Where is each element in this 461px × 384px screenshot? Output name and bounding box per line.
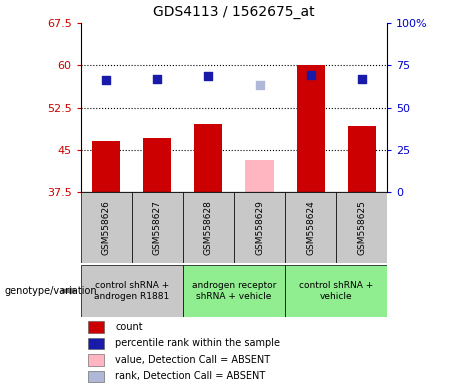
Point — [205, 73, 212, 79]
Bar — [195, 124, 223, 192]
Text: control shRNA +
androgen R1881: control shRNA + androgen R1881 — [94, 281, 169, 301]
Text: GSM558627: GSM558627 — [153, 200, 162, 255]
Point — [256, 82, 263, 88]
Text: control shRNA +
vehicle: control shRNA + vehicle — [299, 281, 373, 301]
Point — [154, 76, 161, 82]
Bar — [336, 192, 387, 263]
Bar — [234, 192, 285, 263]
Text: value, Detection Call = ABSENT: value, Detection Call = ABSENT — [115, 355, 270, 365]
Point — [358, 76, 366, 83]
Bar — [183, 265, 285, 317]
Bar — [88, 354, 104, 366]
Bar — [245, 160, 273, 192]
Bar — [88, 371, 104, 382]
Bar — [88, 338, 104, 349]
Bar — [348, 126, 376, 192]
Text: GSM558626: GSM558626 — [102, 200, 111, 255]
Bar — [285, 192, 336, 263]
Point — [307, 72, 314, 78]
Text: count: count — [115, 322, 143, 332]
Text: GSM558628: GSM558628 — [204, 200, 213, 255]
Bar — [296, 65, 325, 192]
Text: percentile rank within the sample: percentile rank within the sample — [115, 338, 280, 348]
Text: GSM558625: GSM558625 — [357, 200, 366, 255]
Text: androgen receptor
shRNA + vehicle: androgen receptor shRNA + vehicle — [192, 281, 276, 301]
Bar — [143, 139, 171, 192]
Bar — [81, 192, 132, 263]
Bar — [132, 192, 183, 263]
Bar — [81, 265, 183, 317]
Text: GSM558629: GSM558629 — [255, 200, 264, 255]
Title: GDS4113 / 1562675_at: GDS4113 / 1562675_at — [153, 5, 315, 19]
Text: genotype/variation: genotype/variation — [5, 286, 97, 296]
Bar — [92, 141, 120, 192]
Point — [102, 78, 110, 84]
Text: rank, Detection Call = ABSENT: rank, Detection Call = ABSENT — [115, 371, 266, 381]
Bar — [88, 321, 104, 333]
Bar — [183, 192, 234, 263]
Bar — [285, 265, 387, 317]
Text: GSM558624: GSM558624 — [306, 200, 315, 255]
